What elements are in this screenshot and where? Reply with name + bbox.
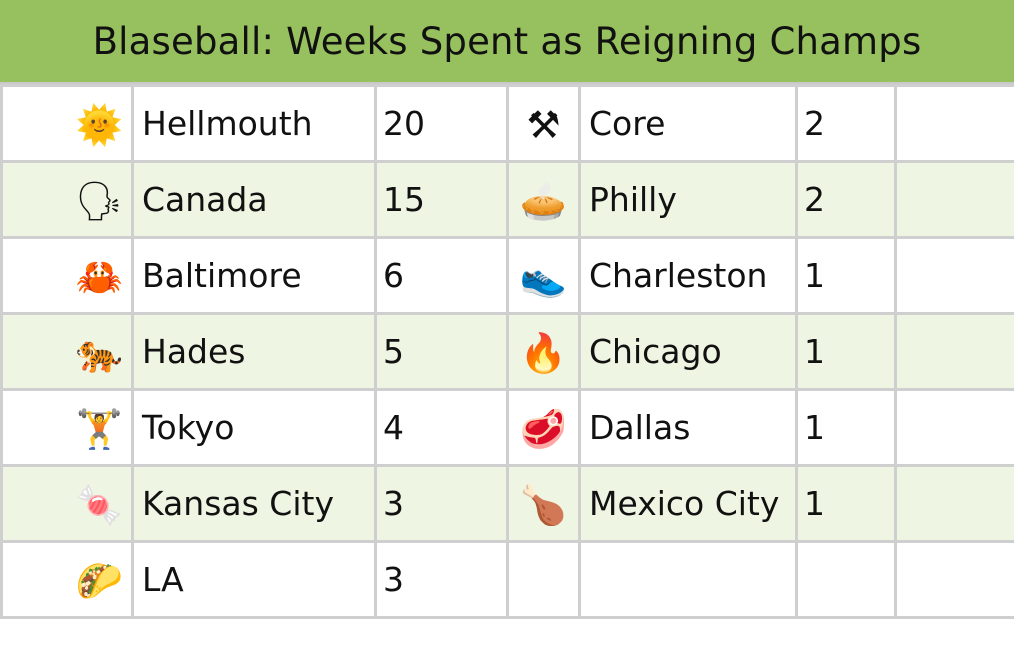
empty-cell[interactable] xyxy=(894,236,1014,315)
weeks-cell[interactable]: 20 xyxy=(374,84,509,163)
empty-cell[interactable] xyxy=(894,540,1014,619)
team-name-cell[interactable]: Canada xyxy=(131,160,377,239)
title-cell[interactable]: Blaseball: Weeks Spent as Reigning Champ… xyxy=(0,0,1014,84)
team-name: Tokyo xyxy=(142,408,235,447)
fire-icon: 🔥 xyxy=(519,330,568,375)
team-name-cell[interactable]: LA xyxy=(131,540,377,619)
team-name: Chicago xyxy=(589,332,722,371)
weeks-value: 20 xyxy=(383,104,425,143)
weeks-value: 1 xyxy=(804,408,825,447)
weeks-cell[interactable]: 15 xyxy=(374,160,509,239)
weeks-cell[interactable]: 5 xyxy=(374,312,509,391)
weeks-value: 4 xyxy=(383,408,404,447)
table-row: 🌮 LA 3 xyxy=(0,540,1014,619)
table-row: 🍬 Kansas City 3 🍗 Mexico City 1 xyxy=(0,464,1014,543)
weeks-value: 5 xyxy=(383,332,404,371)
team-name-cell[interactable]: Philly xyxy=(578,160,798,239)
weeks-value: 6 xyxy=(383,256,404,295)
team-name: Philly xyxy=(589,180,677,219)
table-row: 🦀 Baltimore 6 👟 Charleston 1 xyxy=(0,236,1014,315)
team-name-cell[interactable]: Mexico City xyxy=(578,464,798,543)
team-name-cell[interactable]: Core xyxy=(578,84,798,163)
icon-cell[interactable]: 🐅 xyxy=(0,312,134,391)
team-name: Kansas City xyxy=(142,484,334,523)
steak-icon: 🥩 xyxy=(519,406,568,451)
team-name: Hellmouth xyxy=(142,104,313,143)
icon-cell[interactable]: 🦀 xyxy=(0,236,134,315)
icon-cell[interactable]: 👟 xyxy=(506,236,581,315)
weeks-cell[interactable]: 3 xyxy=(374,464,509,543)
team-name-cell[interactable]: Hades xyxy=(131,312,377,391)
weeks-cell[interactable]: 1 xyxy=(795,388,897,467)
icon-cell[interactable]: 🍬 xyxy=(0,464,134,543)
weeks-cell[interactable] xyxy=(795,540,897,619)
empty-cell[interactable] xyxy=(894,388,1014,467)
drumstick-icon: 🍗 xyxy=(519,482,568,527)
speaking-head-icon: 🗣 xyxy=(74,178,123,223)
weeks-value: 1 xyxy=(804,484,825,523)
team-name-cell[interactable]: Kansas City xyxy=(131,464,377,543)
icon-cell[interactable]: ⚒ xyxy=(506,84,581,163)
table-row: 🐅 Hades 5 🔥 Chicago 1 xyxy=(0,312,1014,391)
icon-cell[interactable]: 🌮 xyxy=(0,540,134,619)
crab-icon: 🦀 xyxy=(75,254,123,299)
weeks-cell[interactable]: 6 xyxy=(374,236,509,315)
empty-cell[interactable] xyxy=(894,84,1014,163)
icon-cell[interactable]: 🏋 xyxy=(0,388,134,467)
team-name: Core xyxy=(589,104,666,143)
weeks-cell[interactable]: 4 xyxy=(374,388,509,467)
table-row: 🌞 Hellmouth 20 ⚒ Core 2 xyxy=(0,84,1014,163)
sun-face-icon: 🌞 xyxy=(75,102,123,147)
weeks-value: 2 xyxy=(804,180,825,219)
standings-table: 🌞 Hellmouth 20 ⚒ Core 2 🗣 Canada 15 🥧 Philly 2 🦀 Balt… xyxy=(0,84,1014,619)
weeks-value: 3 xyxy=(383,560,404,599)
team-name-cell[interactable]: Dallas xyxy=(578,388,798,467)
weeks-value: 2 xyxy=(804,104,825,143)
table-row: 🏋 Tokyo 4 🥩 Dallas 1 xyxy=(0,388,1014,467)
icon-cell[interactable]: 🥧 xyxy=(506,160,581,239)
team-name-cell[interactable]: Charleston xyxy=(578,236,798,315)
icon-cell[interactable]: 🍗 xyxy=(506,464,581,543)
icon-cell[interactable] xyxy=(506,540,581,619)
icon-cell[interactable]: 🗣 xyxy=(0,160,134,239)
empty-cell[interactable] xyxy=(894,160,1014,239)
team-name-cell[interactable] xyxy=(578,540,798,619)
weeks-value: 1 xyxy=(804,332,825,371)
team-name: LA xyxy=(142,560,184,599)
team-name: Canada xyxy=(142,180,268,219)
team-name: Dallas xyxy=(589,408,691,447)
team-name-cell[interactable]: Baltimore xyxy=(131,236,377,315)
weeks-cell[interactable]: 3 xyxy=(374,540,509,619)
weeks-cell[interactable]: 1 xyxy=(795,464,897,543)
weeks-value: 15 xyxy=(383,180,425,219)
team-name: Hades xyxy=(142,332,246,371)
page-title: Blaseball: Weeks Spent as Reigning Champ… xyxy=(92,19,922,63)
empty-cell[interactable] xyxy=(894,464,1014,543)
weeks-value: 1 xyxy=(804,256,825,295)
weeks-cell[interactable]: 2 xyxy=(795,160,897,239)
team-name: Mexico City xyxy=(589,484,780,523)
pie-icon: 🥧 xyxy=(519,178,568,223)
tiger-icon: 🐅 xyxy=(75,330,123,375)
team-name-cell[interactable]: Chicago xyxy=(578,312,798,391)
sneaker-icon: 👟 xyxy=(519,254,568,299)
team-name: Baltimore xyxy=(142,256,302,295)
candy-icon: 🍬 xyxy=(75,482,123,527)
team-name-cell[interactable]: Tokyo xyxy=(131,388,377,467)
table-row: 🗣 Canada 15 🥧 Philly 2 xyxy=(0,160,1014,239)
weightlifter-icon: 🏋 xyxy=(75,406,123,451)
weeks-cell[interactable]: 1 xyxy=(795,236,897,315)
icon-cell[interactable]: 🌞 xyxy=(0,84,134,163)
team-name: Charleston xyxy=(589,256,768,295)
team-name-cell[interactable]: Hellmouth xyxy=(131,84,377,163)
icon-cell[interactable]: 🥩 xyxy=(506,388,581,467)
taco-icon: 🌮 xyxy=(75,558,123,603)
weeks-value: 3 xyxy=(383,484,404,523)
weeks-cell[interactable]: 1 xyxy=(795,312,897,391)
empty-cell[interactable] xyxy=(894,312,1014,391)
weeks-cell[interactable]: 2 xyxy=(795,84,897,163)
hammer-pick-icon: ⚒ xyxy=(526,102,561,147)
icon-cell[interactable]: 🔥 xyxy=(506,312,581,391)
